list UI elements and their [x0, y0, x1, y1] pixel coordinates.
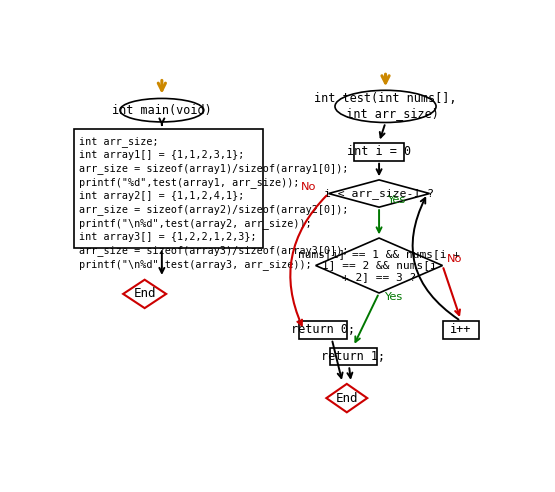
Bar	[330, 347, 377, 366]
Text: return 1;: return 1;	[321, 350, 385, 363]
Polygon shape	[316, 238, 442, 293]
Text: int main(void): int main(void)	[112, 104, 211, 117]
Text: i++: i++	[450, 323, 472, 337]
Text: Yes: Yes	[384, 292, 402, 302]
Polygon shape	[329, 180, 430, 207]
Bar	[442, 321, 479, 339]
Text: nums[i] == 1 && nums[i +
1] == 2 && nums[i
+ 2] == 3 ?: nums[i] == 1 && nums[i + 1] == 2 && nums…	[298, 249, 460, 282]
Bar	[74, 129, 263, 248]
Text: int test(int nums[],
  int arr_size): int test(int nums[], int arr_size)	[314, 92, 457, 121]
Text: No: No	[447, 254, 462, 264]
Bar	[300, 321, 347, 339]
FancyArrowPatch shape	[412, 198, 458, 319]
Text: Yes: Yes	[387, 195, 405, 205]
Ellipse shape	[120, 98, 204, 122]
Text: int arr_size;
int array1[] = {1,1,2,3,1};
arr_size = sizeof(array1)/sizeof(array: int arr_size; int array1[] = {1,1,2,3,1}…	[79, 136, 349, 270]
Ellipse shape	[335, 91, 436, 123]
Bar	[354, 143, 404, 161]
Text: End: End	[336, 392, 358, 404]
Polygon shape	[123, 280, 166, 308]
Text: int i = 0: int i = 0	[347, 145, 411, 158]
Text: End: End	[133, 287, 156, 301]
Polygon shape	[326, 384, 367, 412]
Text: No: No	[301, 182, 316, 192]
Text: return 0;: return 0;	[291, 323, 355, 337]
FancyArrowPatch shape	[290, 195, 326, 325]
Text: i < arr_size-1 ?: i < arr_size-1 ?	[324, 188, 434, 199]
